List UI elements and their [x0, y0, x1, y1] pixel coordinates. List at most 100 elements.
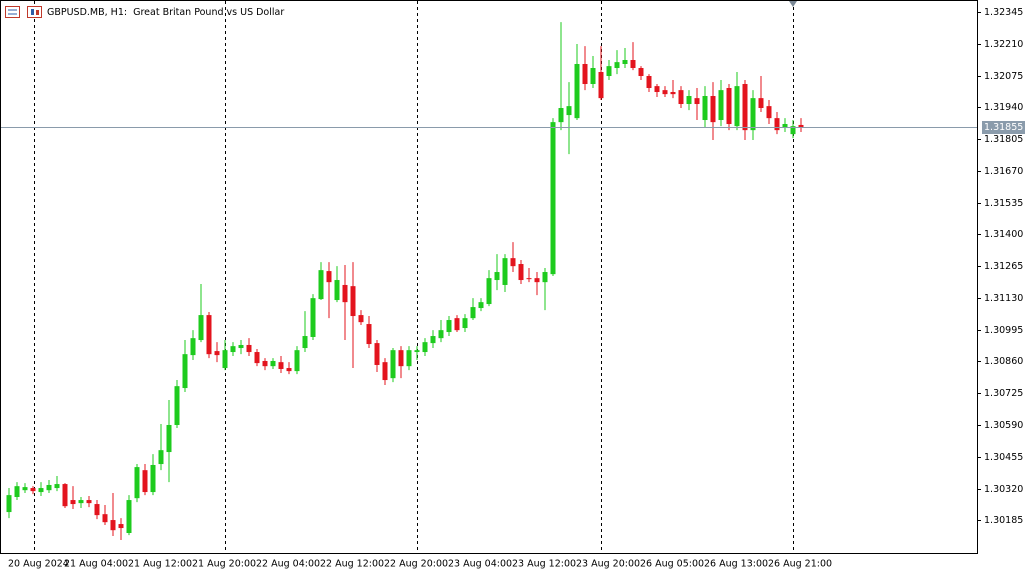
- candle-body: [118, 524, 124, 529]
- candle-body: [278, 362, 284, 369]
- candle-body: [502, 258, 508, 285]
- candle-body: [302, 336, 308, 349]
- y-tick-label: 1.31670: [984, 166, 1023, 177]
- candle-body: [646, 76, 652, 89]
- candle-body: [494, 272, 500, 281]
- last-price-box: [982, 121, 1025, 134]
- shift-marker: [789, 1, 797, 7]
- candle-body: [326, 271, 332, 283]
- candle-body: [662, 90, 668, 95]
- y-tick-label: 1.30860: [984, 356, 1023, 367]
- x-tick-label: 21 Aug 20:00: [192, 559, 256, 570]
- candle-body: [142, 470, 148, 493]
- candle-body: [574, 64, 580, 119]
- candle-body: [286, 368, 292, 372]
- candle-body: [390, 350, 396, 379]
- candle-body: [166, 424, 172, 453]
- candle-body: [718, 90, 724, 121]
- x-tick-label: 26 Aug 21:00: [768, 559, 832, 570]
- candle-body: [22, 487, 28, 491]
- candle-body: [678, 90, 684, 105]
- candle-body: [94, 504, 100, 516]
- candle-body: [726, 88, 732, 125]
- candle-body: [366, 324, 372, 345]
- candle-body: [214, 351, 220, 356]
- candle-body: [710, 96, 716, 123]
- x-tick-label: 26 Aug 05:00: [640, 559, 704, 570]
- candle-body: [6, 495, 12, 513]
- candle-body: [470, 307, 476, 319]
- candle-body: [318, 270, 324, 300]
- candle-body: [230, 346, 236, 353]
- y-tick-label: 1.31535: [984, 198, 1023, 209]
- y-tick-label: 1.30725: [984, 388, 1023, 399]
- candle-body: [774, 118, 780, 131]
- candle-body: [182, 354, 188, 389]
- x-tick-label: 23 Aug 20:00: [576, 559, 640, 570]
- candle-body: [14, 486, 20, 497]
- candle-body: [294, 350, 300, 372]
- candle-body: [638, 68, 644, 77]
- y-tick-label: 1.31130: [984, 293, 1023, 304]
- candle-body: [46, 484, 52, 491]
- x-tick-label: 23 Aug 12:00: [512, 559, 576, 570]
- y-tick-label: 1.30320: [984, 484, 1023, 495]
- x-tick-label: 23 Aug 04:00: [448, 559, 512, 570]
- candle-body: [486, 278, 492, 305]
- x-tick-label: 22 Aug 12:00: [320, 559, 384, 570]
- candle-body: [238, 344, 244, 349]
- x-tick-label: 22 Aug 04:00: [256, 559, 320, 570]
- candle-body: [406, 350, 412, 367]
- candle-body: [670, 92, 676, 95]
- last-price-label: 1.31855: [984, 122, 1023, 133]
- candle-body: [374, 343, 380, 365]
- candle-body: [342, 284, 348, 303]
- candle-body: [70, 500, 76, 505]
- candle-body: [694, 98, 700, 105]
- candle-body: [558, 108, 564, 123]
- candle-body: [590, 68, 596, 85]
- candle-body: [542, 272, 548, 283]
- candle-body: [358, 315, 364, 323]
- candle-body: [454, 318, 460, 331]
- candle-body: [54, 484, 60, 489]
- icon: [31, 9, 34, 15]
- candle-body: [534, 278, 540, 283]
- y-tick-label: 1.32210: [984, 39, 1023, 50]
- candle-body: [174, 386, 180, 425]
- candle-body: [518, 264, 524, 281]
- x-tick-label: 22 Aug 20:00: [384, 559, 448, 570]
- candle-body: [622, 60, 628, 65]
- x-tick-label: 21 Aug 04:00: [64, 559, 128, 570]
- candle-body: [766, 106, 772, 119]
- candle-body: [382, 362, 388, 381]
- candle-body: [414, 350, 420, 353]
- y-tick-label: 1.31805: [984, 134, 1023, 145]
- candle-body: [798, 124, 804, 128]
- candle-body: [38, 488, 44, 493]
- candle-body: [206, 315, 212, 355]
- candle-body: [62, 484, 68, 507]
- title-icons: [5, 6, 42, 18]
- candle-body: [526, 278, 532, 280]
- candle-body: [198, 315, 204, 341]
- plot-frame: [0, 0, 978, 554]
- y-tick-label: 1.32345: [984, 7, 1023, 18]
- candle-body: [126, 500, 132, 533]
- candle-body: [654, 86, 660, 93]
- icon: [27, 6, 42, 18]
- candle-body: [614, 62, 620, 69]
- icon: [36, 10, 39, 15]
- candle-body: [598, 72, 604, 99]
- candle-body: [566, 106, 572, 116]
- candle-body: [262, 360, 268, 367]
- candle-body: [606, 66, 612, 77]
- y-tick-label: 1.31940: [984, 102, 1023, 113]
- candle-body: [222, 350, 228, 369]
- candle-body: [446, 320, 452, 333]
- candle-body: [246, 344, 252, 353]
- candle-body: [158, 450, 164, 465]
- candle-body: [350, 286, 356, 317]
